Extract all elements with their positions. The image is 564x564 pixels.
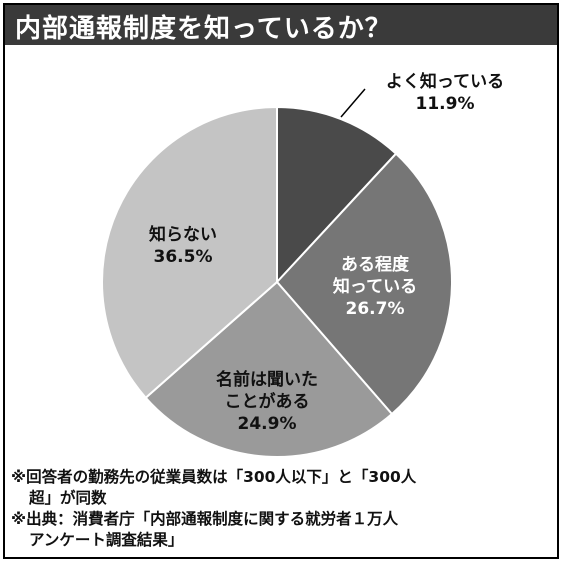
chart-title: 内部通報制度を知っているか？	[15, 14, 392, 44]
chart-frame: 内部通報制度を知っているか？ よく知っている 11.9% ある程度知っている 26.7…	[3, 3, 559, 559]
pie-slice	[101, 105, 278, 400]
footnote-line: ※回答者の勤務先の従業員数は「300人以下」と「300人	[11, 468, 417, 486]
slice-value-label: 26.7%	[346, 299, 405, 319]
pie-chart: よく知っている 11.9%ある程度知っている 26.7%名前は聞いたことがある 24.…	[101, 71, 504, 458]
slice-label: 名前は聞いたことがある 24.9%	[216, 369, 318, 434]
slice-category-label: よく知っている	[386, 71, 504, 92]
slice-value-label: 36.5%	[154, 247, 213, 267]
slice-label: 知らない 36.5%	[148, 224, 217, 267]
slice-value-label: 24.9%	[238, 414, 297, 434]
slice-category-label: 知らない	[148, 224, 217, 245]
slice-label: ある程度知っている 26.7%	[332, 254, 417, 319]
slice-label: よく知っている 11.9%	[386, 71, 504, 114]
footnote-line: 超」が同数	[29, 489, 107, 507]
footnote-line: アンケート調査結果」	[29, 531, 184, 549]
slice-category-label: 名前は聞いた	[216, 369, 318, 390]
pie-slice	[144, 280, 394, 458]
leader-line	[340, 88, 366, 118]
title-bar: 内部通報制度を知っているか？	[5, 5, 557, 45]
slice-category-label: 知っている	[332, 276, 417, 297]
footnotes: ※回答者の勤務先の従業員数は「300人以下」と「300人 超」が同数 ※出典：消…	[11, 467, 551, 551]
pie-slice	[275, 152, 453, 416]
footnote-line: ※出典：消費者庁「内部通報制度に関する就労者１万人	[11, 510, 399, 528]
slice-category-label: ある程度	[341, 254, 410, 275]
slice-category-label: ことがある	[225, 391, 310, 412]
slice-value-label: 11.9%	[416, 94, 475, 114]
pie-slice	[276, 105, 398, 285]
